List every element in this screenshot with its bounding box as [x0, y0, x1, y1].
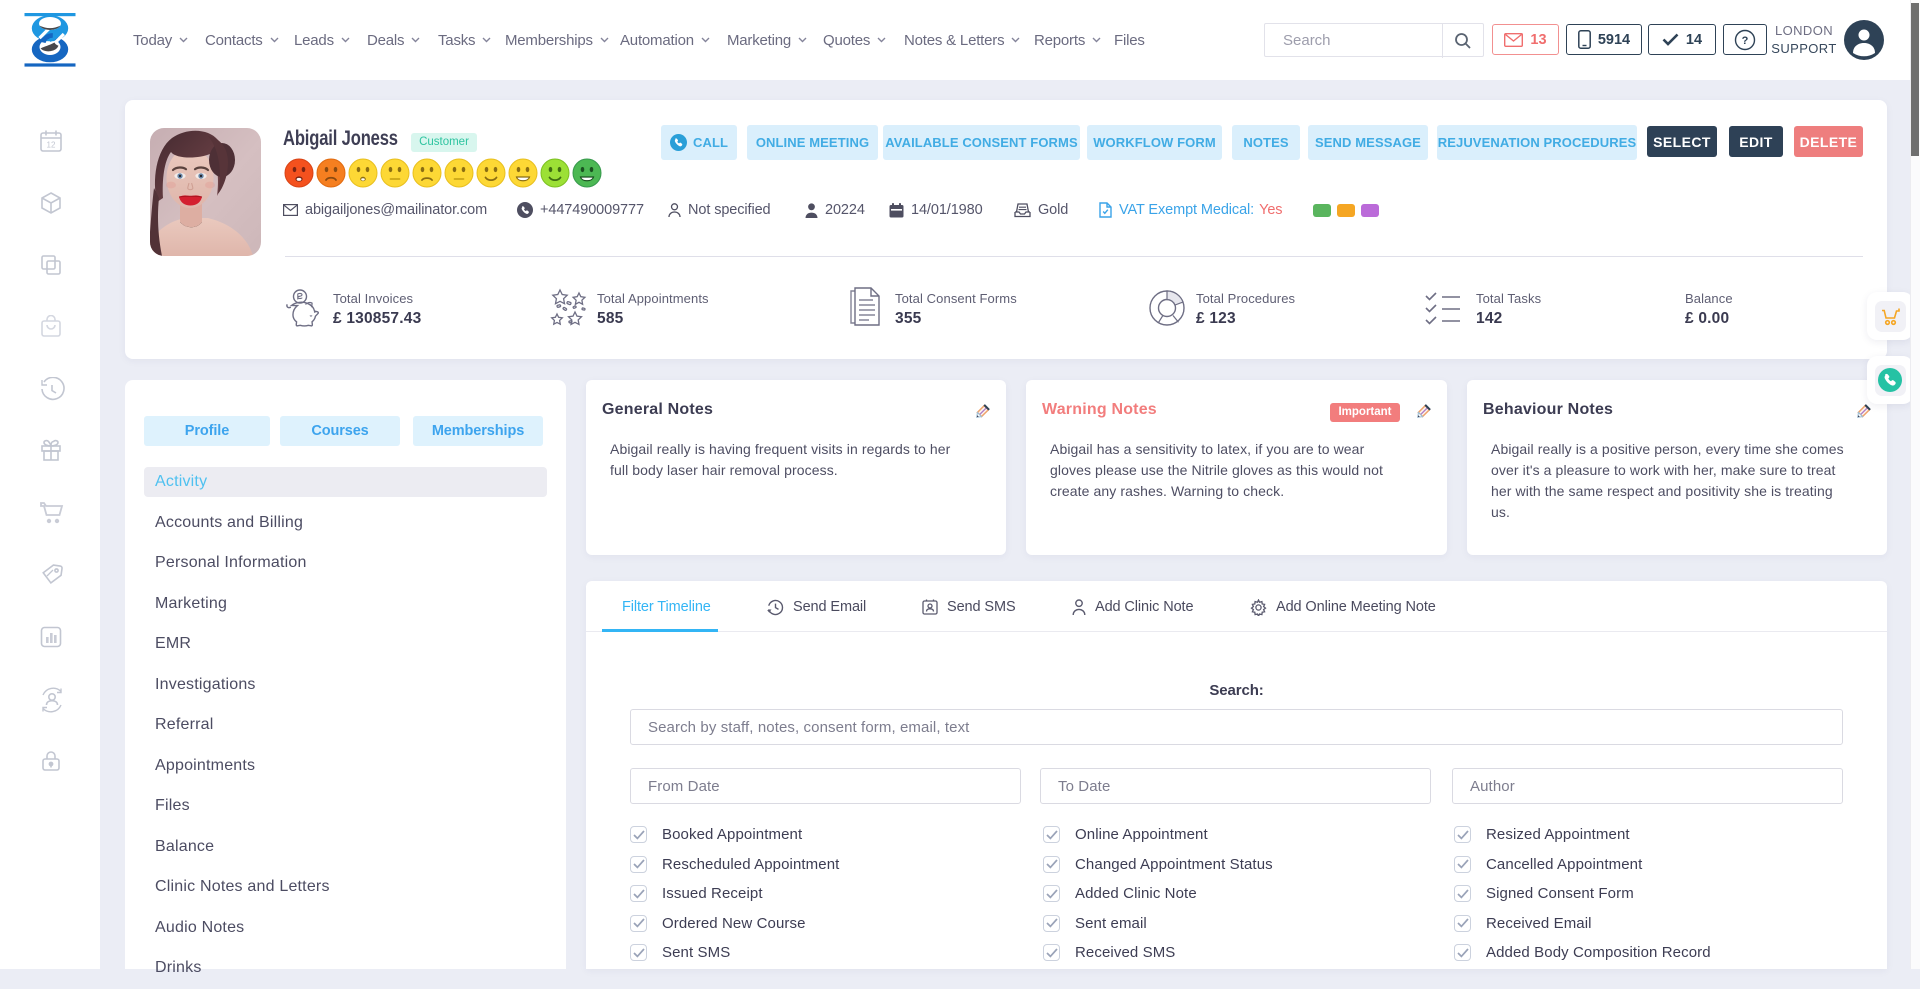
- svg-text:?: ?: [1742, 35, 1749, 47]
- svg-text:12: 12: [47, 141, 56, 150]
